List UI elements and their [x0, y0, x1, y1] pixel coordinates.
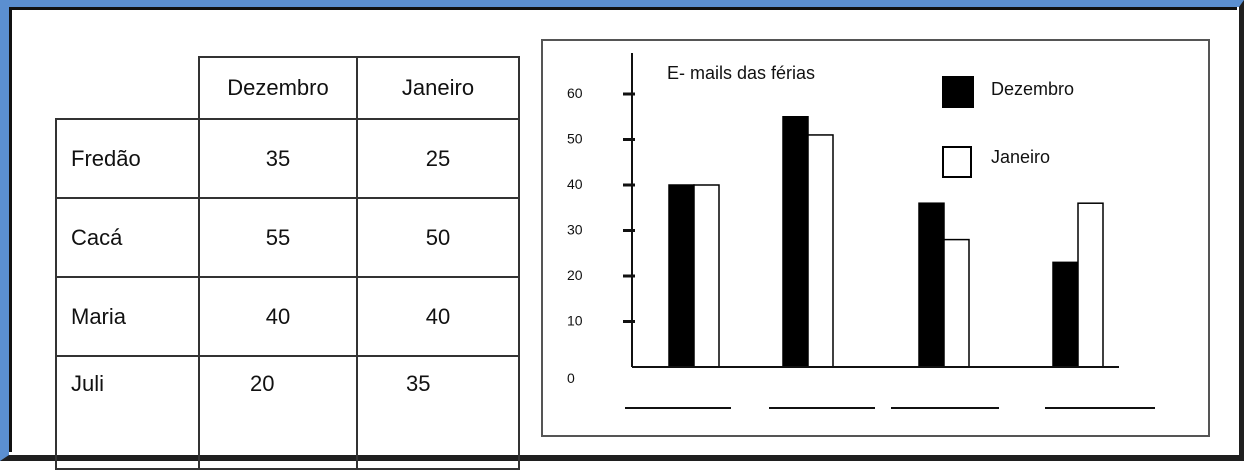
- y-tick-label: 50: [567, 131, 583, 147]
- inner-frame: [9, 7, 1237, 452]
- legend-swatch-janeiro: [942, 146, 972, 178]
- chart-title: E- mails das férias: [667, 63, 815, 83]
- table-header-dezembro: Dezembro: [198, 56, 358, 120]
- y-tick-label: 20: [567, 267, 583, 283]
- bar-dezembro-2: [782, 116, 809, 368]
- table-row: Fredão 35 25: [55, 118, 520, 199]
- table-cell-dezembro: 40: [198, 276, 358, 357]
- bar-dezembro-3: [918, 202, 945, 368]
- table-cell-janeiro: 50: [356, 197, 520, 278]
- bar-janeiro-1: [693, 184, 720, 368]
- legend-label-janeiro: Janeiro: [991, 147, 1050, 167]
- table-row-name: Fredão: [55, 118, 200, 199]
- legend: Dezembro Janeiro: [942, 76, 1074, 178]
- table-cell-janeiro: 25: [356, 118, 520, 199]
- emails-table: Dezembro Janeiro Fredão 35 25 Cacá 55 50…: [55, 56, 520, 470]
- y-axis: 0 10 20 30 40 50 60: [567, 85, 635, 386]
- table-cell-dezembro: 20: [198, 355, 358, 470]
- bar-dezembro-4: [1052, 261, 1079, 368]
- legend-label-dezembro: Dezembro: [991, 79, 1074, 99]
- table-row-name: Juli: [55, 355, 200, 470]
- legend-swatch-dezembro: [942, 76, 974, 108]
- table-cell-janeiro: 40: [356, 276, 520, 357]
- chart-panel: 0 10 20 30 40 50 60 E- mails das férias Dezemb…: [541, 39, 1210, 437]
- y-tick-label: 30: [567, 222, 583, 238]
- table-row: Juli 20 35: [55, 355, 520, 470]
- table-row-name: Cacá: [55, 197, 200, 278]
- y-tick-label: 60: [567, 85, 583, 101]
- table-header-corner: [56, 57, 200, 120]
- y-tick-label: 0: [567, 370, 575, 386]
- table-cell-janeiro: 35: [356, 355, 520, 470]
- bar-janeiro-4: [1077, 202, 1104, 368]
- table-header-row: Dezembro Janeiro: [56, 56, 520, 120]
- bar-janeiro-2: [807, 134, 834, 368]
- table-row: Maria 40 40: [55, 276, 520, 357]
- bar-janeiro-3: [943, 238, 970, 368]
- y-tick-label: 10: [567, 313, 583, 329]
- y-tick-label: 40: [567, 176, 583, 192]
- table-cell-dezembro: 35: [198, 118, 358, 199]
- table-row-name: Maria: [55, 276, 200, 357]
- bar-dezembro-1: [668, 184, 695, 368]
- table-header-janeiro: Janeiro: [356, 56, 520, 120]
- bar-chart: 0 10 20 30 40 50 60 E- mails das férias Dezemb…: [567, 53, 1155, 409]
- table-cell-dezembro: 55: [198, 197, 358, 278]
- table-row: Cacá 55 50: [55, 197, 520, 278]
- bars: [668, 116, 1104, 368]
